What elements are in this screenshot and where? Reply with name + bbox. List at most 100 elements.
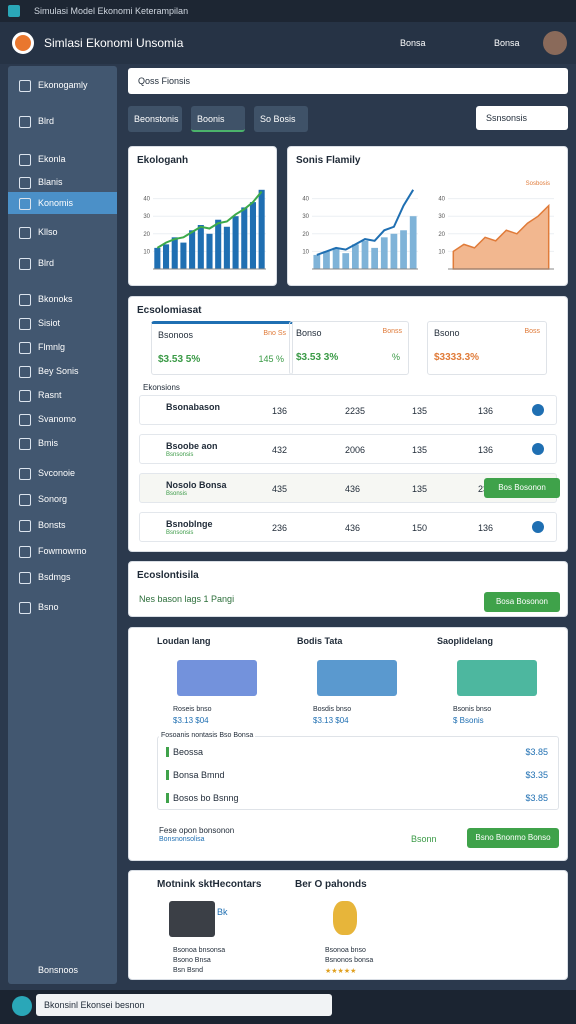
table-row: Bsoobe aon Bsnsonsis 432 2006 135 136: [139, 434, 557, 464]
row-name: Bsnoblnge: [166, 519, 213, 529]
chart: 10 20 30 40 Sosbosis: [438, 181, 554, 270]
cell: 136: [478, 445, 494, 455]
window-title: Simulasi Model Ekonomi Keterampilan: [34, 6, 189, 16]
summary-tag: Bonss: [382, 328, 402, 335]
list-item: ★★★★★: [325, 968, 357, 975]
nav-item[interactable]: Blanis: [8, 171, 117, 193]
summary-label: Bsono: [434, 328, 460, 338]
bar: [371, 247, 379, 269]
bar: [409, 216, 417, 269]
y-tick-label: 40: [438, 197, 445, 203]
alert-message: Nes bason lags 1 Pangi: [139, 594, 235, 604]
avatar[interactable]: [543, 31, 567, 55]
nav-item[interactable]: Blrd: [8, 110, 117, 132]
link[interactable]: Bsonn: [411, 834, 437, 844]
bar: [215, 219, 222, 269]
y-tick-label: 40: [302, 197, 309, 203]
nav-item[interactable]: Konomis: [8, 192, 117, 214]
nav-item[interactable]: Svanomo: [8, 408, 117, 430]
bar: [232, 216, 239, 269]
bar: [323, 251, 330, 269]
bar: [171, 237, 178, 269]
nav-item[interactable]: Bmis: [8, 432, 117, 454]
table-row: Bsnoblnge Bsnsonsis 236 436 150 136: [139, 512, 557, 542]
y-tick-label: 10: [302, 249, 309, 255]
start[interactable]: [12, 996, 32, 1016]
taskbar-search[interactable]: Bkonsinl Ekonsei besnon: [36, 994, 332, 1016]
app-icon: [8, 5, 20, 17]
title-bar: Simulasi Model Ekonomi Keterampilan: [0, 0, 576, 22]
action[interactable]: Bonsa: [494, 38, 520, 48]
summary-tag: Boss: [524, 328, 540, 335]
card-title: Sonis Flamily: [296, 155, 361, 166]
footer-title: Fese opon bonsonon: [159, 826, 235, 835]
cell: 135: [412, 484, 428, 494]
row-name: Bsoobe aon: [166, 441, 218, 451]
list-item: Bsn Bsnd: [173, 967, 203, 974]
nav-item[interactable]: Sonorg: [8, 488, 117, 510]
list-label: Bonsa Bmnd: [166, 770, 225, 780]
tab[interactable]: Beonstonis: [128, 106, 182, 132]
nav-item[interactable]: Ekonla: [8, 148, 117, 170]
cell: 2235: [345, 406, 366, 416]
list-item: Bsono Bnsa: [173, 957, 211, 964]
sidebar-footer[interactable]: Bonsnoos: [38, 965, 79, 975]
nav-item[interactable]: Ekonogamly: [8, 74, 117, 96]
summary-tag: Bno Ss: [263, 330, 286, 337]
logo: [12, 32, 34, 54]
column-value: $ Bsonis: [453, 716, 484, 725]
nav-item[interactable]: Svconoie: [8, 462, 117, 484]
nav-item[interactable]: Kllso: [8, 221, 117, 243]
bar: [162, 244, 170, 269]
bar: [342, 253, 350, 269]
list-value: $3.85: [525, 747, 548, 757]
dropdown[interactable]: Ssnsonsis: [476, 106, 568, 130]
button[interactable]: Bos Bosonon: [484, 478, 560, 498]
nav-item[interactable]: Bonsts: [8, 514, 117, 536]
tab[interactable]: Boonis: [191, 106, 245, 132]
bar: [258, 189, 265, 269]
alert-card: Ecoslontisila Nes bason lags 1 Pangi Bos…: [128, 561, 568, 617]
nav-item[interactable]: Bkonoks: [8, 288, 117, 310]
cell: 135: [412, 406, 428, 416]
cell: 136: [272, 406, 288, 416]
summary-box: Bsono Boss $3333.3%: [427, 321, 547, 375]
product-image: [333, 901, 357, 935]
bar: [197, 225, 204, 269]
nav-item[interactable]: Sisiot: [8, 312, 117, 334]
chart: 10 20 30 40: [143, 189, 266, 270]
section-title: Ekonsions: [143, 383, 180, 392]
nav-item[interactable]: Bsno: [8, 596, 117, 618]
column-line: Bosdis bnso: [313, 706, 352, 713]
button[interactable]: Bosa Bosonon: [484, 592, 560, 612]
y-tick-label: 30: [143, 214, 150, 220]
search[interactable]: Qoss Fionsis: [128, 68, 568, 94]
card-title: Ekologanh: [137, 155, 189, 166]
app-title[interactable]: Simlasi Ekonomi Unsomia: [44, 36, 184, 50]
nav-item[interactable]: Blrd: [8, 252, 117, 274]
nav-item[interactable]: Bey Sonis: [8, 360, 117, 382]
column-line: Bsonis bnso: [453, 706, 492, 713]
button[interactable]: Bsno Bnonmo Bonso: [467, 828, 559, 848]
bar: [313, 254, 321, 269]
cell: 136: [478, 523, 494, 533]
bar: [241, 207, 248, 269]
column-line: Roseis bnso: [173, 706, 212, 713]
nav-item[interactable]: Bsdmgs: [8, 566, 117, 588]
illustration: [457, 660, 537, 696]
summary-label: Bsonoos: [158, 330, 194, 340]
list-value: $3.35: [525, 770, 548, 780]
tab[interactable]: So Bosis: [254, 106, 308, 132]
nav-item[interactable]: Flmnlg: [8, 336, 117, 358]
nav-item[interactable]: Rasnt: [8, 384, 117, 406]
bar: [180, 242, 187, 269]
line: [156, 190, 263, 249]
list-item: Bsonoa bnsonsa: [173, 947, 226, 954]
row-sub: Bsnsonsis: [166, 452, 194, 458]
summary-value: $3.53 5%: [158, 354, 201, 365]
cell: 236: [272, 523, 288, 533]
nav-item[interactable]: Fowmowmo: [8, 540, 117, 562]
list: Beossa $3.85 Bonsa Bmnd $3.35 Bosos bo Bsnng…: [157, 736, 559, 810]
action[interactable]: Bonsa: [400, 38, 426, 48]
y-tick-label: 20: [143, 232, 150, 238]
